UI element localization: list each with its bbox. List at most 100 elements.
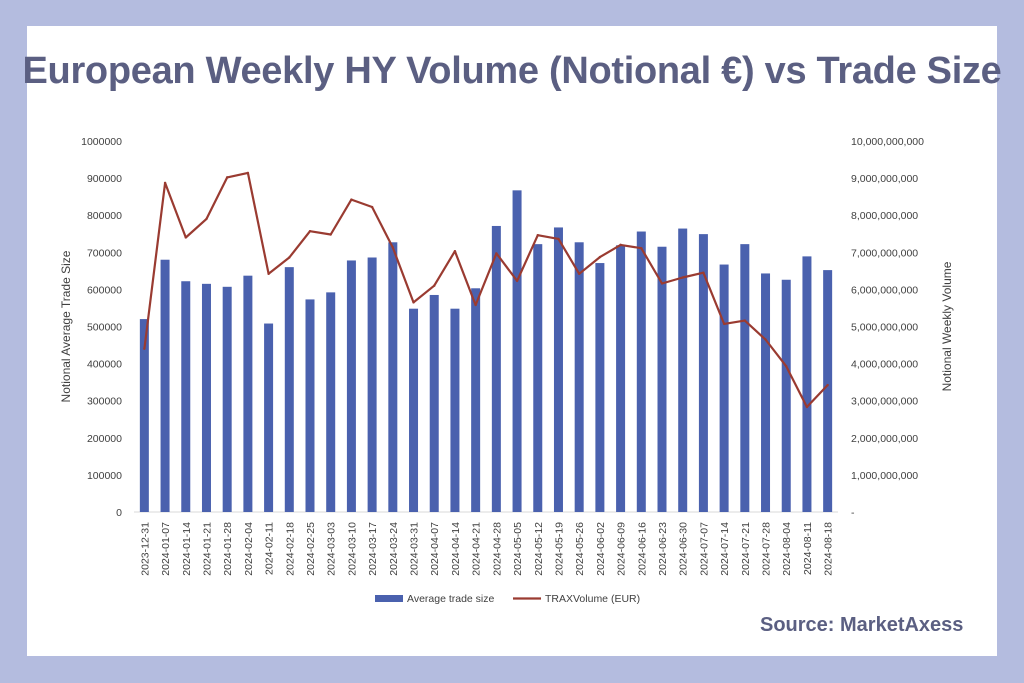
x-tick-label: 2024-06-09	[616, 522, 628, 576]
line-point	[681, 276, 684, 279]
legend: Average trade size TRAXVolume (EUR)	[375, 593, 640, 605]
bar	[305, 299, 315, 512]
x-tick-label: 2024-02-11	[264, 522, 276, 575]
y-right-tick-label: 6,000,000,000	[851, 284, 918, 296]
bar	[512, 190, 522, 512]
chart-title: European Weekly HY Volume (Notional €) v…	[22, 50, 1002, 92]
bar	[450, 308, 460, 512]
x-tick-label: 2024-06-30	[678, 522, 690, 576]
bar	[595, 263, 605, 512]
bar	[160, 259, 170, 512]
legend-swatch-bar	[375, 595, 403, 602]
line-point	[143, 347, 146, 350]
x-tick-label: 2024-03-24	[388, 522, 400, 576]
legend-label-line: TRAXVolume (EUR)	[545, 593, 640, 605]
x-tick-label: 2024-07-07	[698, 522, 710, 576]
bar	[491, 225, 501, 513]
y-right-tick-label: 7,000,000,000	[851, 247, 918, 259]
x-tick-label: 2024-08-04	[781, 522, 793, 576]
y-right-tick-label: -	[851, 507, 855, 519]
bar	[222, 286, 232, 512]
y-left-tick-label: 0	[116, 507, 122, 519]
y-right-tick-label: 10,000,000,000	[851, 136, 924, 148]
y-left-tick-label: 800000	[87, 210, 122, 222]
y-left-tick-label: 500000	[87, 322, 122, 334]
line-point	[660, 282, 664, 285]
x-tick-label: 2024-05-12	[533, 522, 545, 576]
bar	[574, 242, 584, 512]
x-tick-label: 2024-07-21	[740, 522, 752, 576]
x-tick-label: 2024-04-28	[491, 522, 503, 576]
line-point	[764, 338, 767, 341]
legend-label-bar: Average trade size	[407, 593, 495, 605]
y-left-tick-label: 100000	[87, 470, 122, 482]
y-left-tick-label: 300000	[87, 396, 122, 408]
x-tick-label: 2024-02-18	[284, 522, 296, 576]
bar	[243, 275, 253, 512]
bar	[139, 319, 149, 512]
x-tick-label: 2024-03-17	[367, 522, 379, 576]
y-right-axis-label: Notional Weekly Volume	[940, 261, 954, 391]
line-point	[785, 364, 788, 368]
x-tick-label: 2024-06-23	[657, 522, 669, 576]
line-point	[246, 171, 250, 175]
bar	[636, 231, 646, 513]
y-left-tick-label: 600000	[87, 284, 122, 296]
x-tick-label: 2024-06-02	[595, 522, 607, 576]
line-point	[557, 237, 560, 241]
line-point	[577, 272, 581, 276]
line-point	[702, 271, 705, 274]
line-point	[329, 233, 332, 236]
bar	[553, 227, 563, 512]
y-left-tick-label: 200000	[87, 433, 122, 445]
bar	[823, 270, 833, 512]
line-point	[453, 249, 457, 253]
line-point	[515, 279, 519, 283]
bar	[719, 264, 729, 512]
x-tick-label: 2024-04-21	[471, 522, 483, 576]
y-right-tick-label: 4,000,000,000	[851, 359, 918, 371]
line-point	[826, 383, 829, 387]
bar	[181, 281, 191, 512]
y-right-tick-label: 1,000,000,000	[851, 470, 918, 482]
line-point	[370, 205, 374, 209]
bars	[139, 190, 833, 513]
bar	[781, 279, 791, 512]
bar	[533, 244, 543, 512]
y-left-tick-label: 400000	[87, 359, 122, 371]
x-tick-label: 2024-05-19	[553, 522, 565, 576]
bar	[284, 267, 294, 512]
x-tick-label: 2024-02-04	[243, 522, 255, 576]
y-right-tick-label: 5,000,000,000	[851, 322, 918, 334]
y-right-tick-label: 9,000,000,000	[851, 173, 918, 185]
x-tick-label: 2024-08-11	[802, 522, 814, 575]
line-point	[495, 252, 498, 255]
x-tick-label: 2024-01-28	[222, 522, 234, 576]
axes: 0 100000 200000 300000 400000 500000 600000 700…	[59, 136, 954, 576]
x-tick-label: 2024-08-18	[823, 522, 835, 576]
bar	[367, 257, 377, 512]
line-point	[184, 236, 187, 239]
bar	[802, 256, 812, 512]
x-tick-label: 2024-05-05	[512, 522, 524, 576]
x-tick-label: 2024-04-14	[450, 522, 462, 576]
line-point	[308, 229, 312, 233]
source-label: Source: MarketAxess	[760, 614, 964, 636]
bar	[698, 234, 708, 512]
bar	[657, 246, 667, 513]
line-point	[205, 217, 208, 221]
bar	[201, 283, 211, 512]
line-point	[350, 198, 353, 201]
x-tick-label: 2024-02-25	[305, 522, 317, 576]
line-point	[805, 405, 809, 409]
line-point	[412, 301, 415, 304]
x-tick-label: 2023-12-31	[139, 522, 151, 576]
line-point	[267, 272, 270, 276]
bar	[388, 242, 398, 512]
x-tick-label: 2024-07-14	[719, 522, 731, 576]
bar	[471, 288, 481, 512]
y-left-tick-label: 1000000	[81, 136, 122, 148]
y-right-tick-label: 8,000,000,000	[851, 210, 918, 222]
line-point	[722, 322, 726, 326]
